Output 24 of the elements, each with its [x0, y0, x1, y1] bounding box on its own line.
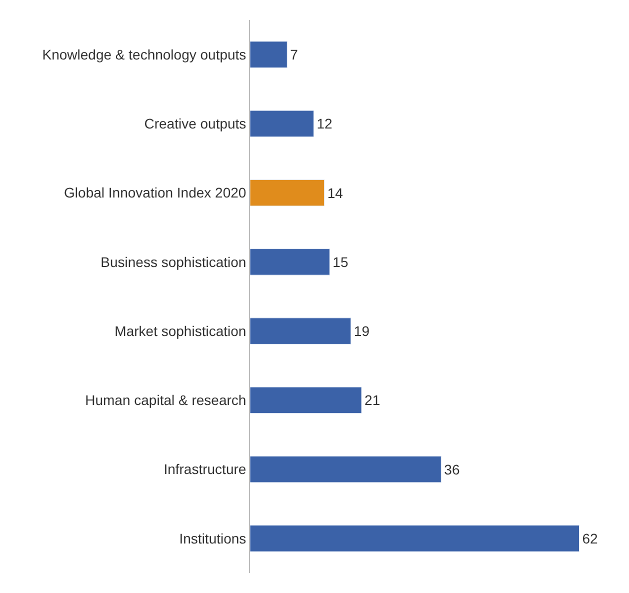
y-tick-label: Market sophistication: [114, 322, 246, 339]
bar: [250, 41, 288, 68]
bar: [250, 248, 330, 276]
bar: [250, 179, 325, 206]
y-tick-label: Human capital & research: [85, 392, 246, 408]
data-label: 19: [354, 323, 370, 340]
data-label: 12: [316, 116, 333, 132]
bar: [250, 456, 442, 483]
bar: [250, 110, 314, 138]
y-tick-label: Infrastructure: [164, 461, 246, 478]
bar: [250, 386, 362, 414]
y-tick-label: Creative outputs: [144, 116, 246, 132]
bar: [250, 318, 352, 344]
data-label: 15: [332, 254, 348, 270]
y-tick-label: Global Innovation Index 2020: [64, 184, 246, 201]
y-tick-label: Business sophistication: [100, 254, 246, 270]
bar: [250, 525, 580, 552]
y-tick-label: Institutions: [179, 530, 246, 546]
data-label: 7: [290, 46, 298, 63]
data-label: 14: [327, 184, 344, 201]
data-label: 21: [364, 392, 380, 408]
data-label: 36: [444, 461, 460, 478]
data-label: 62: [582, 530, 598, 546]
y-tick-label: Knowledge & technology outputs: [42, 46, 246, 62]
